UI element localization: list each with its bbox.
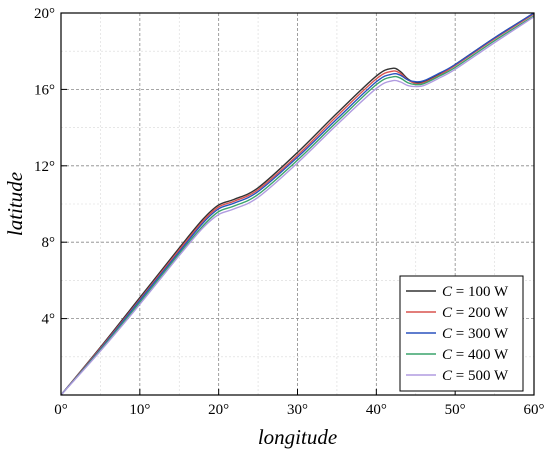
y-tick-label: 16° <box>34 82 55 98</box>
y-tick-label: 12° <box>34 159 55 175</box>
y-axis-title: latitude <box>3 172 27 236</box>
legend-entry-4: C = 400 W <box>442 347 509 363</box>
x-tick-label: 30° <box>287 402 308 418</box>
x-tick-label: 40° <box>366 402 387 418</box>
x-axis-title: longitude <box>258 425 337 449</box>
y-tick-label: 4° <box>42 312 56 328</box>
axis-ticks <box>60 12 535 395</box>
legend-entry-3: C = 300 W <box>442 326 509 342</box>
x-tick-label: 20° <box>208 402 229 418</box>
legend: C = 100 W C = 200 W C = 300 W C = 400 W C = … <box>399 275 524 392</box>
x-tick-label: 60° <box>524 402 545 418</box>
series-lines <box>60 12 535 396</box>
x-tick-label: 0° <box>54 402 68 418</box>
series-line-3 <box>60 12 535 396</box>
series-line-4 <box>60 15 535 396</box>
x-tick-label: 50° <box>445 402 466 418</box>
legend-entry-5: C = 500 W <box>442 368 509 384</box>
x-tick-label: 10° <box>129 402 150 418</box>
series-line-1 <box>60 12 535 396</box>
y-tick-label: 8° <box>42 235 56 251</box>
legend-entry-2: C = 200 W <box>442 305 509 321</box>
series-line-2 <box>60 13 535 396</box>
y-tick-label: 20° <box>34 6 55 22</box>
grid <box>61 13 534 395</box>
legend-entry-1: C = 100 W <box>442 284 509 300</box>
series-line-5 <box>60 16 535 396</box>
tick-labels: 0° 10° 20° 30° 40° 50° 60° 4° 8° 12° 16° 20° <box>34 6 545 418</box>
